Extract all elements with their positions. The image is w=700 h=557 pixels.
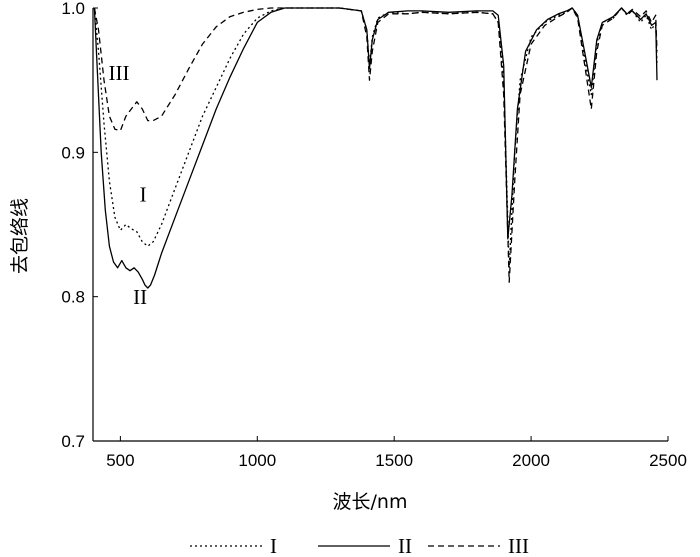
x-tick-label: 2000 xyxy=(512,451,550,470)
legend-label: I xyxy=(270,534,277,557)
series-layer xyxy=(93,7,658,289)
y-tick-label: 0.9 xyxy=(61,143,85,162)
x-tick-label: 1000 xyxy=(238,451,276,470)
legend: I II III xyxy=(190,534,529,557)
x-tick-label: 1500 xyxy=(375,451,413,470)
axes: 500 1000 1500 2000 2500 0.7 0.8 0.9 1.0 xyxy=(61,0,687,470)
x-tick-label: 2500 xyxy=(649,451,687,470)
x-tick-label: 500 xyxy=(106,451,134,470)
x-axis-title: 波长/nm xyxy=(333,491,408,513)
series-line-III xyxy=(93,7,658,283)
curve-annotation: III xyxy=(109,61,130,85)
y-axis-title: 去包络线 xyxy=(9,198,31,274)
series-line-II xyxy=(93,7,658,289)
series-line-I xyxy=(93,7,658,269)
y-tick-label: 1.0 xyxy=(61,0,85,18)
legend-label: II xyxy=(398,534,412,557)
legend-label: III xyxy=(508,534,529,557)
curve-annotation: I xyxy=(140,182,147,206)
y-tick-label: 0.7 xyxy=(61,432,85,451)
curve-annotation: II xyxy=(133,285,147,309)
y-tick-label: 0.8 xyxy=(61,288,85,307)
